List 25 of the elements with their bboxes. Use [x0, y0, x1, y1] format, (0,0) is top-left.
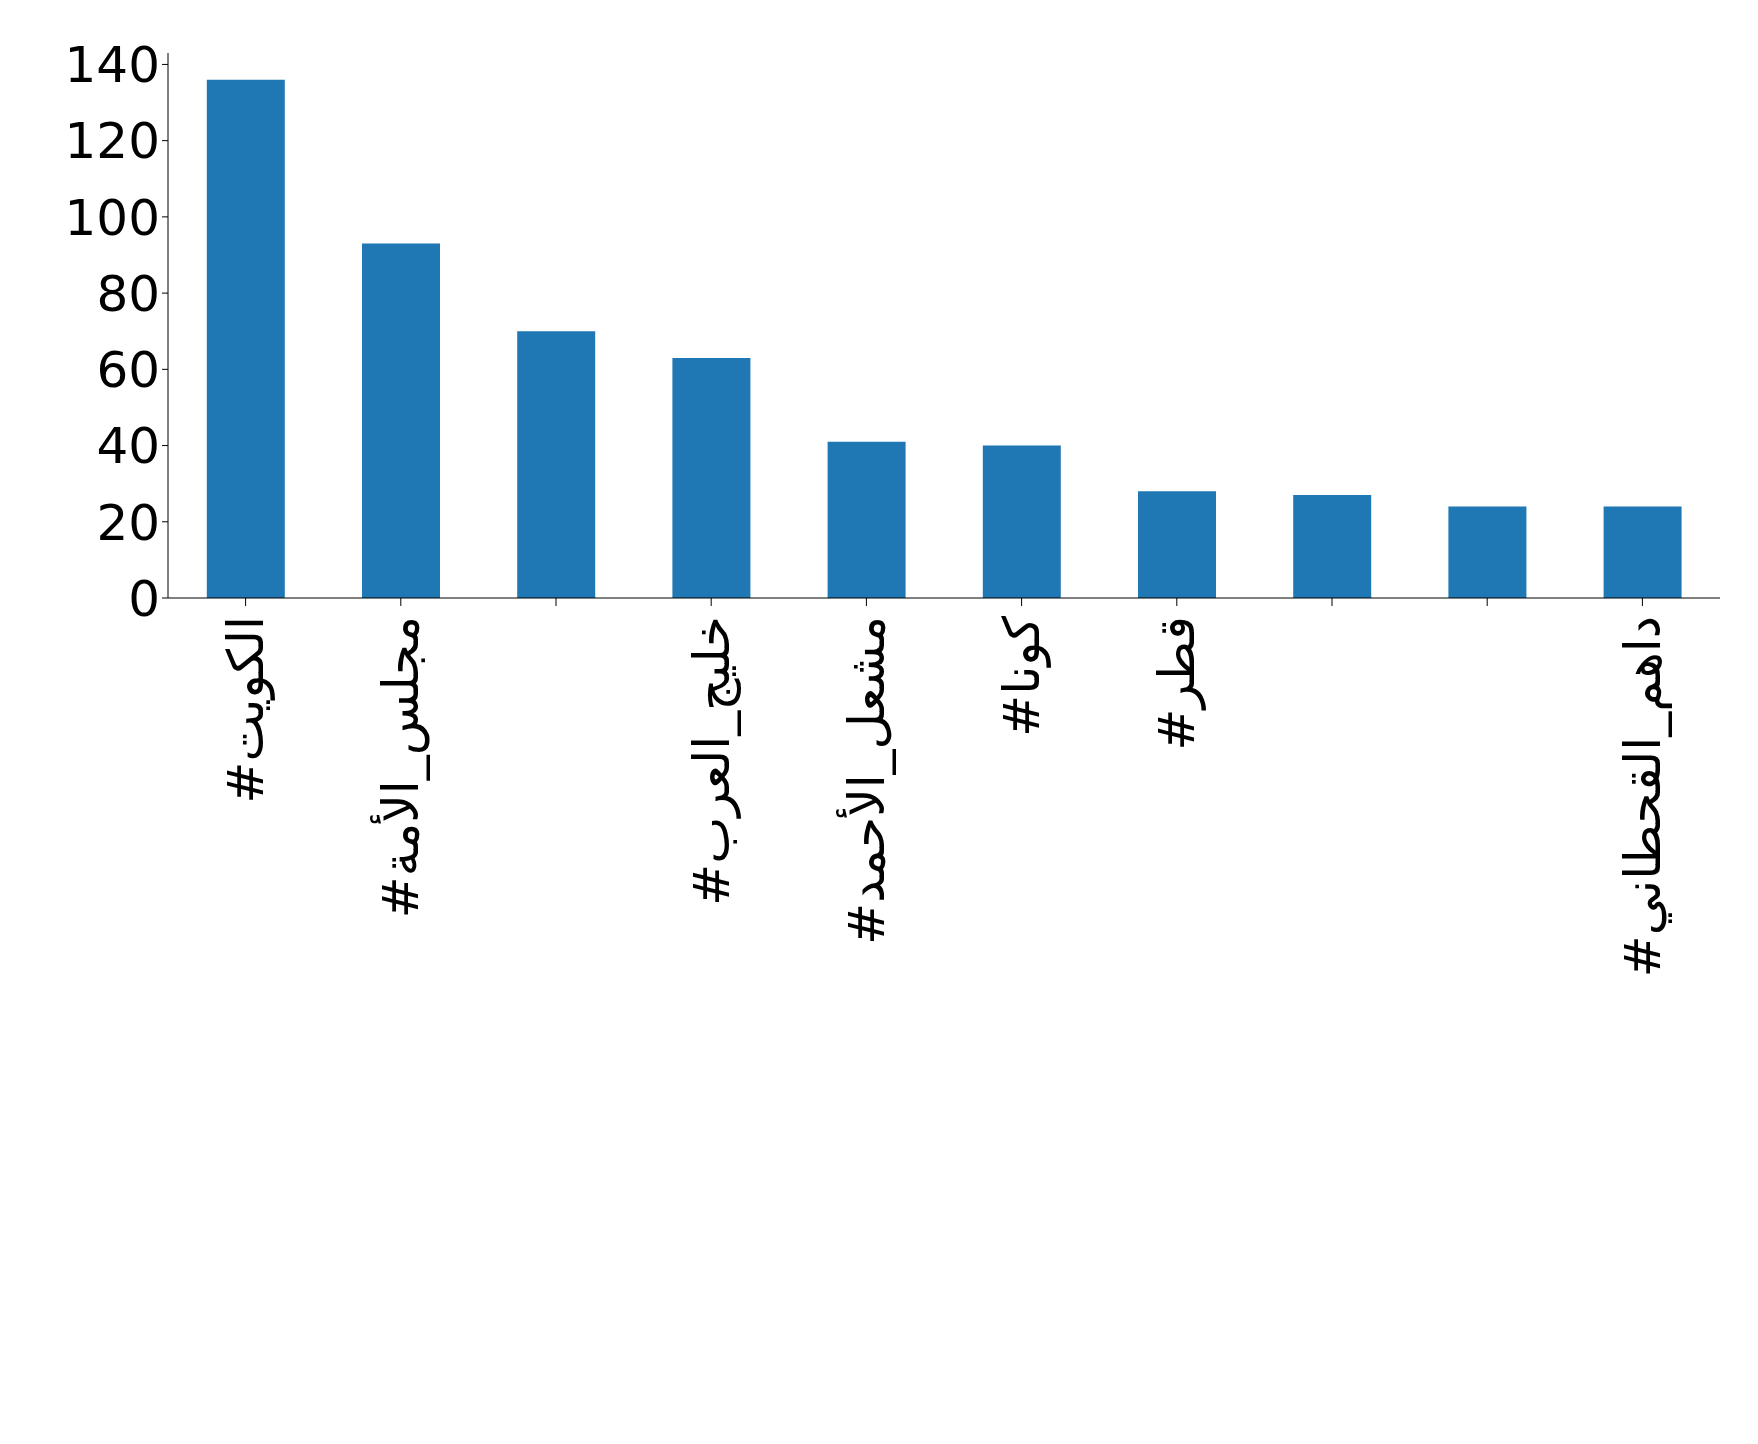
bar: [517, 331, 596, 598]
x-tick-label: #مجلس_الأمة: [370, 616, 431, 919]
bar: [1138, 491, 1216, 598]
bar: [1293, 495, 1372, 598]
bar: [1448, 506, 1527, 598]
x-tick-label: #مشعل_الأحمد: [835, 616, 896, 945]
y-tick-label: 100: [64, 188, 160, 247]
x-tick-label: #خليج_العرب: [682, 616, 742, 906]
bar: [982, 445, 1061, 598]
x-tick-label: #الكويت: [217, 616, 276, 804]
x-tick-label: #قطر: [1148, 616, 1207, 751]
y-tick-label: 80: [96, 264, 160, 323]
x-tick-label: #كونا: [993, 615, 1052, 737]
bar: [827, 441, 906, 598]
x-tick-label: #داهم_القحطاني: [1613, 616, 1672, 978]
bar: [1603, 506, 1682, 598]
y-tick-label: 140: [64, 36, 160, 95]
y-tick-label: 60: [96, 341, 160, 400]
y-tick-label: 20: [96, 493, 160, 552]
y-tick-label: 120: [64, 112, 160, 171]
y-tick-label: 40: [96, 417, 160, 476]
bar: [206, 79, 285, 598]
bar: [672, 357, 751, 598]
bar: [362, 243, 440, 598]
y-tick-label: 0: [128, 569, 160, 628]
